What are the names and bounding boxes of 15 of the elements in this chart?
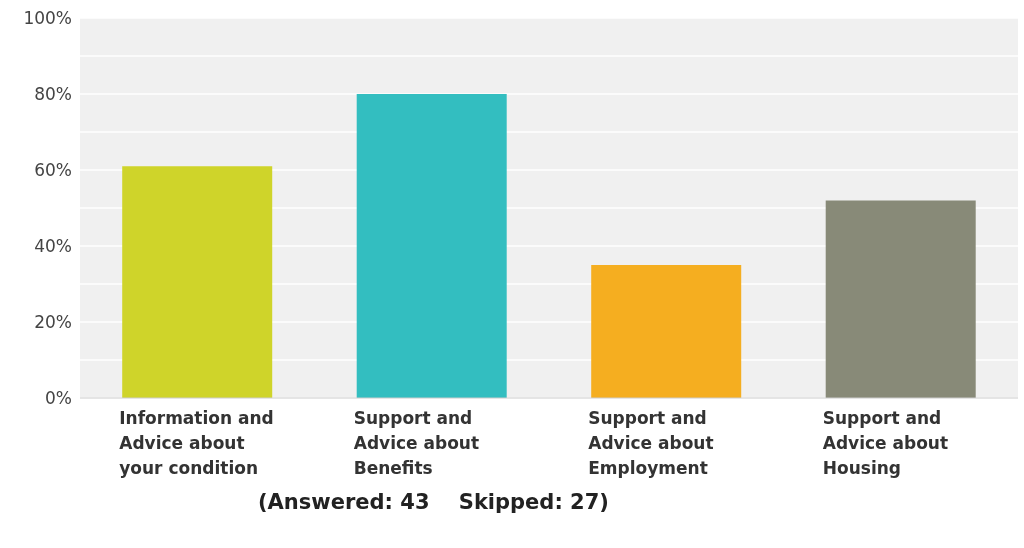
y-tick-label: 20% [34, 312, 72, 333]
bar [825, 200, 976, 398]
y-tick-label: 60% [34, 160, 72, 181]
bar [356, 94, 507, 398]
x-tick-label: Support and Advice about Employment [588, 408, 714, 478]
y-tick-label: 80% [34, 84, 72, 105]
bar [591, 265, 742, 398]
text: (Answered: 43 Skipped: 27) [258, 490, 610, 514]
y-tick-label: 40% [34, 236, 72, 257]
bar [122, 166, 273, 398]
x-tick-label: Information and Advice about your condition [119, 408, 274, 478]
y-tick-label: 0% [45, 388, 72, 409]
y-tick-label: 100% [23, 8, 72, 29]
x-tick-label: Support and Advice about Benefits [353, 408, 480, 478]
x-tick-label: Support and Advice about Housing [822, 408, 949, 478]
